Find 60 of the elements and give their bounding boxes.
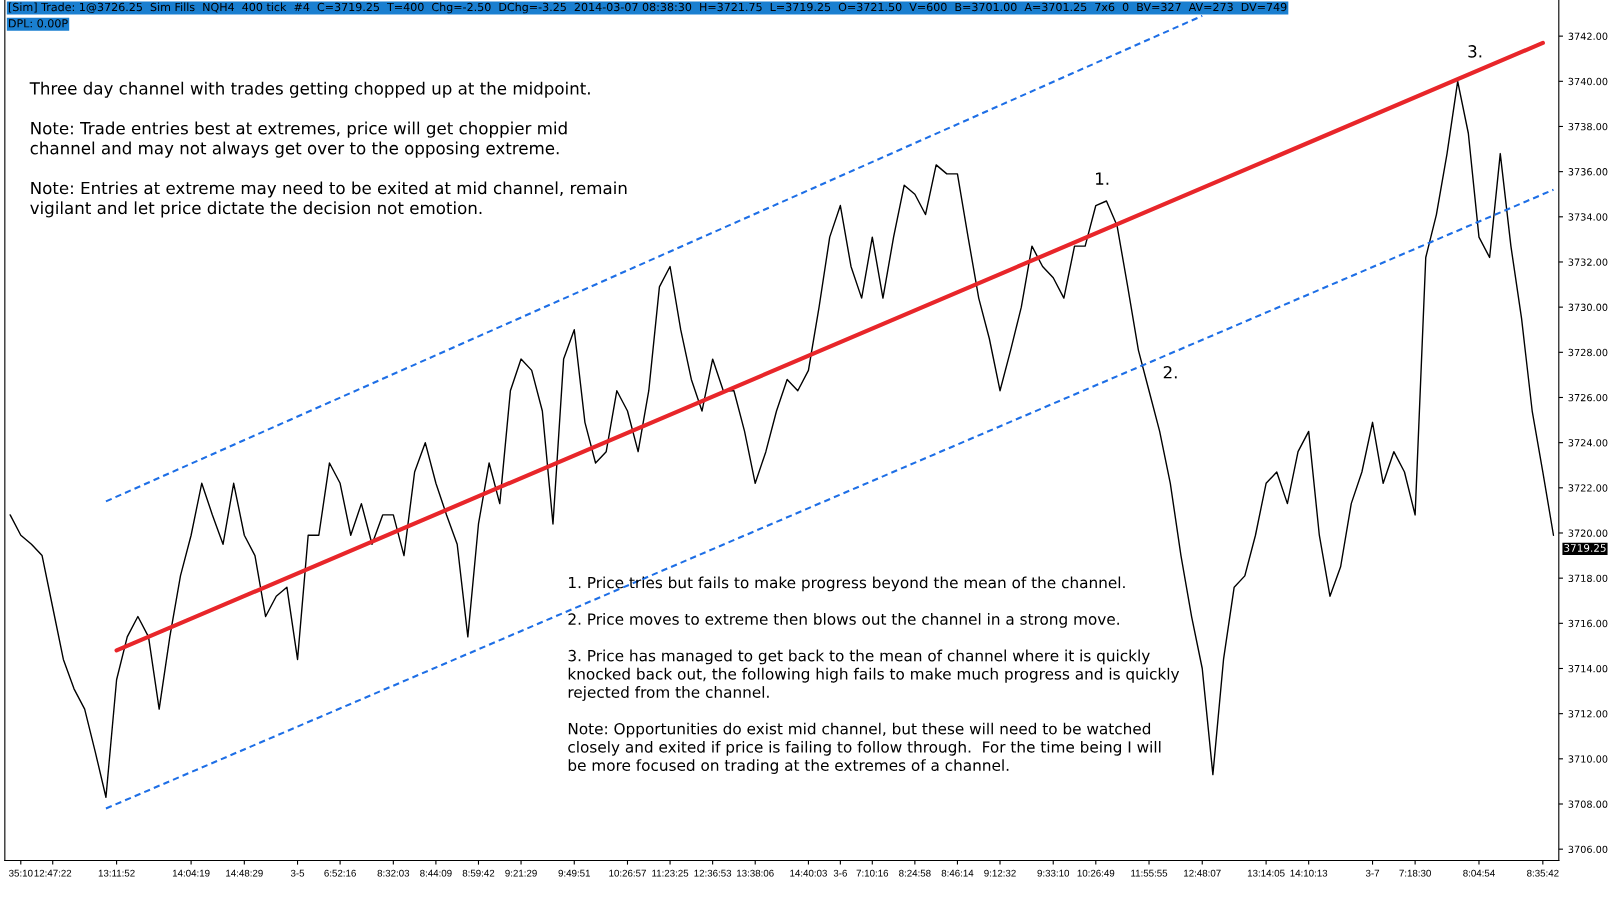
y-tick-label: 3706.00 <box>1568 845 1608 853</box>
text: 3719.25 <box>1564 543 1606 552</box>
x-tick-label: 10:26:57 <box>609 869 646 877</box>
y-tick-label: 3732.00 <box>1568 258 1608 266</box>
y-tick-label: 3736.00 <box>1568 168 1608 176</box>
y-tick-label: 3728.00 <box>1568 348 1608 357</box>
x-tick-label: 9:21:29 <box>505 869 537 877</box>
y-tick-label: 3734.00 <box>1568 213 1608 221</box>
y-tick-label: 3710.00 <box>1568 755 1608 763</box>
annotation: 1. <box>1096 172 1109 185</box>
y-tick-label: 3720.00 <box>1568 529 1608 537</box>
y-tick-label: 3712.00 <box>1568 710 1608 718</box>
x-tick-label: 8:24:58 <box>899 869 931 877</box>
x-tick-label: 9:33:10 <box>1037 869 1070 877</box>
y-tick-label: 3714.00 <box>1568 664 1608 673</box>
x-tick-label: 14:40:03 <box>790 869 827 877</box>
y-tick-label: 3726.00 <box>1568 393 1608 402</box>
x-tick-label: 12:36:53 <box>694 869 732 877</box>
annotation: 3. <box>1468 45 1482 58</box>
x-tick-label: 14:48:29 <box>226 869 263 877</box>
x-tick-label: 8:32:03 <box>377 869 410 877</box>
x-tick-label: 13:14:05 <box>1247 869 1285 877</box>
y-tick-label: 3740.00 <box>1568 77 1608 86</box>
x-tick-label: 11:23:25 <box>652 869 689 877</box>
x-tick-label: 14:04:19 <box>172 869 210 877</box>
x-tick-label: 35:10 <box>9 869 33 877</box>
x-tick-label: 8:35:42 <box>1527 869 1559 877</box>
y-tick-label: 3722.00 <box>1568 484 1608 492</box>
x-tick-label: 7:10:16 <box>856 869 889 877</box>
x-tick-label: 13:38:06 <box>737 869 774 877</box>
x-tick-label: 11:55:55 <box>1131 869 1168 877</box>
y-tick-label: 3716.00 <box>1568 619 1608 628</box>
x-tick-label: 3-6 <box>833 869 847 877</box>
text: 1. Price tries but fails to make progress beyond the mean of the channel. 2. Price moves to extreme then blows out the channel in a strong move. 3. Price has managed to get back to the mean of channel where it is quickly knocked back out, the following high fails to make much progress and is quickly rejected from the channel. Note: Opportunities do exist mid channel, but these will need to be watched closely and exited if price is failing to follow through. For the time being I will be more focused on trading at the extremes of a channel. <box>568 576 1180 774</box>
x-tick-label: 6:52:16 <box>324 869 356 877</box>
x-tick-label: 3-7 <box>1365 869 1380 877</box>
x-tick-label: 12:47:22 <box>34 869 72 877</box>
y-tick-label: 3708.00 <box>1568 800 1608 808</box>
x-tick-label: 9:49:51 <box>558 869 591 877</box>
text: Three day channel with trades getting chopped up at the midpoint. Note: Trade entries best at extremes, price will get choppier mid channel and may not always get over to the opposing extreme. Note: Entries at extreme may need to be exited at mid channel, remain vigilant and let price dictate the decision not emotion. <box>29 81 627 218</box>
x-tick-label: 14:10:13 <box>1290 869 1328 877</box>
x-tick-label: 3-5 <box>290 869 305 877</box>
annotation: DPL: 0.00P <box>9 19 68 28</box>
x-tick-label: 8:59:42 <box>462 869 495 877</box>
line-series <box>9 80 1555 798</box>
x-tick-label: 8:44:09 <box>420 869 452 877</box>
x-tick-label: 12:48:07 <box>1184 869 1221 877</box>
y-tick-label: 3738.00 <box>1568 122 1608 131</box>
x-tick-label: 10:26:49 <box>1077 869 1115 877</box>
y-tick-label: 3724.00 <box>1568 439 1608 447</box>
y-tick-label: 3730.00 <box>1568 303 1608 311</box>
annotation: [Sim] Trade: 1@3726.25 Sim Fills NQH4 400 tick #4 C=3719.25 T=400 Chg=-2.50 DChg=-3.25 2014-03-07 08:38:30 H=3721.75 L=3719.25 O=3721.50 V=600 B=3701.00 A=3701.25 7x6 0 BV=327 AV=273 DV=749 <box>8 2 1287 14</box>
x-tick-label: 7:18:30 <box>1399 869 1431 877</box>
x-tick-label: 8:46:14 <box>941 869 974 877</box>
x-tick-label: 8:04:54 <box>1463 869 1495 877</box>
y-tick-label: 3742.00 <box>1568 32 1608 40</box>
x-tick-label: 13:11:52 <box>98 869 135 877</box>
x-tick-label: 9:12:32 <box>984 869 1016 877</box>
annotation: 2. <box>1163 365 1177 379</box>
y-tick-label: 3718.00 <box>1568 574 1608 582</box>
